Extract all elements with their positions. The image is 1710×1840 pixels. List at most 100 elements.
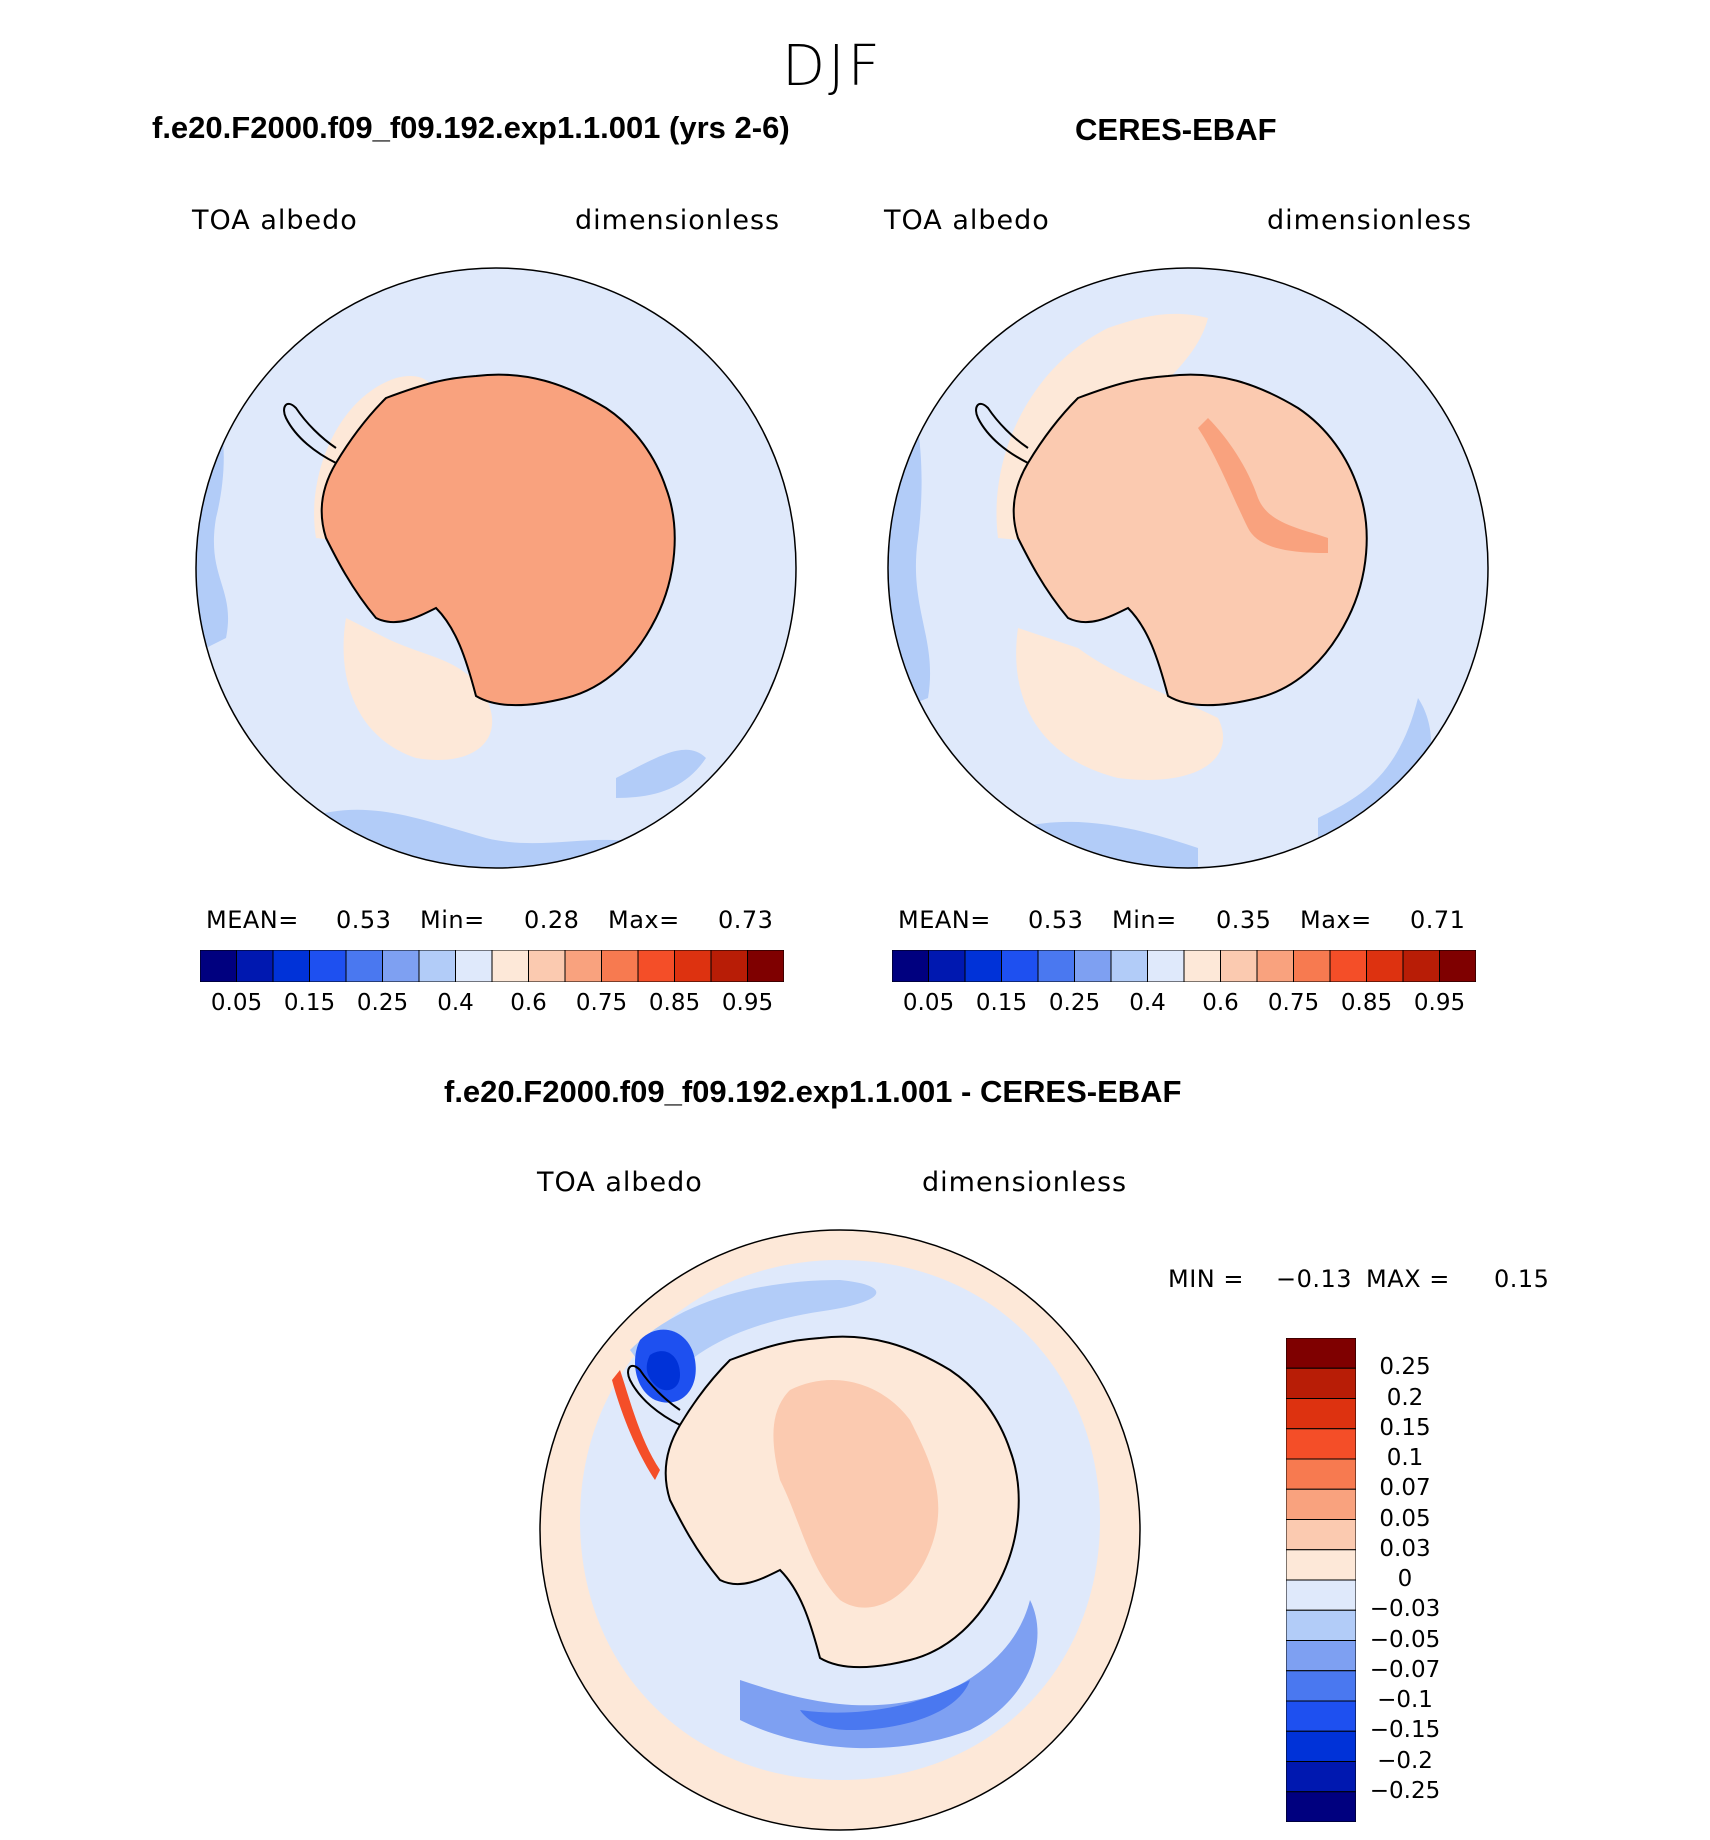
diff-colorbar-tick-label: −0.2 [1377, 1747, 1433, 1774]
diff-south-negative [740, 1600, 1038, 1749]
diff-colorbar-tick-label: −0.25 [1369, 1777, 1441, 1804]
obs-panel-title: CERES-EBAF [1075, 112, 1277, 147]
model-mean-label: MEAN= [206, 906, 299, 934]
model-colorbar-tick-label: 0.4 [437, 990, 474, 1016]
diff-colorbar-tick-label: 0.25 [1379, 1354, 1431, 1381]
obs-mean-value: 0.53 [1028, 906, 1084, 934]
obs-colorbar-swatch [928, 950, 966, 982]
diff-panel-title: f.e20.F2000.f09_f09.192.exp1.1.001 - CER… [444, 1074, 1182, 1109]
model-ocean-low-southeast [616, 749, 706, 798]
obs-colorbar-ticks: 0.05 0.15 0.25 0.4 0.6 0.75 0.85 0.95 [892, 990, 1476, 1020]
obs-polar-map [887, 267, 1489, 869]
diff-max-value: 0.15 [1494, 1265, 1550, 1293]
model-colorbar-swatch [674, 950, 712, 982]
diff-colorbar-swatch [1286, 1609, 1356, 1641]
obs-colorbar-tick-label: 0.05 [902, 990, 955, 1016]
model-colorbar-swatch [637, 950, 675, 982]
obs-colorbar-swatch [1220, 950, 1258, 982]
model-variable-label: TOA albedo [192, 205, 358, 236]
diff-polar-map [539, 1229, 1141, 1831]
model-colorbar-tick-label: 0.95 [721, 990, 774, 1016]
model-colorbar-swatch [564, 950, 602, 982]
obs-colorbar-swatch [1001, 950, 1039, 982]
model-max-label: Max= [608, 906, 680, 934]
diff-max-label: MAX = [1366, 1265, 1450, 1293]
model-colorbar-swatch [200, 950, 237, 982]
obs-min-value: 0.35 [1216, 906, 1272, 934]
model-colorbar-swatch [601, 950, 639, 982]
obs-colorbar-swatch [1329, 950, 1367, 982]
diff-colorbar-tick-label: 0.03 [1379, 1535, 1431, 1562]
model-colorbar-swatch [345, 950, 383, 982]
model-units-label: dimensionless [575, 205, 781, 236]
obs-colorbar-swatch [1256, 950, 1294, 982]
diff-colorbar-tick-label: 0.05 [1379, 1505, 1431, 1532]
obs-colorbar-swatch [964, 950, 1002, 982]
model-colorbar-swatch [382, 950, 420, 982]
model-colorbar [200, 950, 784, 982]
obs-colorbar-tick-label: 0.75 [1267, 990, 1320, 1016]
diff-colorbar-swatch [1286, 1670, 1356, 1702]
diff-colorbar-swatch [1286, 1579, 1356, 1611]
model-colorbar-tick-label: 0.85 [648, 990, 701, 1016]
model-colorbar-swatch [491, 950, 529, 982]
diff-weddell-core [646, 1351, 680, 1391]
diff-units-label: dimensionless [922, 1167, 1128, 1198]
diff-colorbar-swatch [1286, 1367, 1356, 1399]
obs-colorbar [892, 950, 1476, 982]
model-polar-map [195, 267, 797, 869]
obs-interior-high [1198, 418, 1328, 553]
obs-min-label: Min= [1112, 906, 1177, 934]
model-colorbar-swatch [710, 950, 748, 982]
obs-colorbar-tick-label: 0.95 [1413, 990, 1466, 1016]
model-colorbar-swatch [236, 950, 274, 982]
obs-colorbar-swatch [1293, 950, 1331, 982]
diff-colorbar-swatch [1286, 1488, 1356, 1520]
model-colorbar-swatch [528, 950, 566, 982]
model-colorbar-tick-label: 0.05 [210, 990, 263, 1016]
model-colorbar-swatch [309, 950, 347, 982]
obs-variable-label: TOA albedo [884, 205, 1050, 236]
obs-colorbar-swatch [1074, 950, 1112, 982]
diff-colorbar-tick-label: 0.1 [1386, 1445, 1424, 1471]
diff-colorbar-tick-label: 0.07 [1379, 1475, 1431, 1502]
obs-colorbar-swatch [892, 950, 929, 982]
obs-colorbar-swatch [1037, 950, 1075, 982]
model-colorbar-tick-label: 0.6 [510, 990, 547, 1016]
diff-variable-label: TOA albedo [537, 1167, 703, 1198]
model-colorbar-swatch [418, 950, 456, 982]
obs-colorbar-tick-label: 0.85 [1340, 990, 1393, 1016]
season-title: DJF [782, 34, 883, 99]
diff-colorbar-tick-label: 0.2 [1386, 1384, 1424, 1411]
diff-colorbar-swatch [1286, 1791, 1356, 1822]
obs-units-label: dimensionless [1267, 205, 1473, 236]
diff-colorbar-tick-label: −0.1 [1377, 1687, 1433, 1713]
diff-colorbar-swatch [1286, 1640, 1356, 1672]
model-seaice-ross [343, 618, 493, 760]
diff-ring-negative-mid [630, 1280, 877, 1390]
model-colorbar-swatch [747, 950, 784, 982]
diff-colorbar-swatch [1286, 1338, 1356, 1369]
diff-min-value: −0.13 [1276, 1265, 1353, 1293]
diff-coast-positive [612, 1370, 660, 1480]
diff-south-strong [800, 1680, 970, 1730]
obs-colorbar-tick-label: 0.4 [1129, 990, 1166, 1016]
diff-colorbar-swatch [1286, 1398, 1356, 1430]
obs-colorbar-tick-label: 0.6 [1202, 990, 1239, 1016]
diff-colorbar [1286, 1338, 1356, 1822]
obs-mean-label: MEAN= [898, 906, 991, 934]
diff-min-label: MIN = [1168, 1265, 1244, 1293]
diff-interior-positive [773, 1380, 939, 1608]
model-colorbar-ticks: 0.05 0.15 0.25 0.4 0.6 0.75 0.85 0.95 [200, 990, 784, 1020]
model-colorbar-tick-label: 0.75 [575, 990, 628, 1016]
obs-seaice-ross [1016, 628, 1224, 780]
diff-colorbar-tick-label: 0 [1397, 1566, 1413, 1592]
model-colorbar-tick-label: 0.15 [283, 990, 336, 1016]
obs-continent-fill [1013, 374, 1367, 706]
model-panel-title: f.e20.F2000.f09_f09.192.exp1.1.001 (yrs … [152, 110, 790, 145]
obs-max-value: 0.71 [1410, 906, 1466, 934]
obs-coastline [975, 373, 1368, 707]
obs-max-label: Max= [1300, 906, 1372, 934]
obs-colorbar-tick-label: 0.25 [1048, 990, 1101, 1016]
model-continent-fill [321, 374, 675, 706]
